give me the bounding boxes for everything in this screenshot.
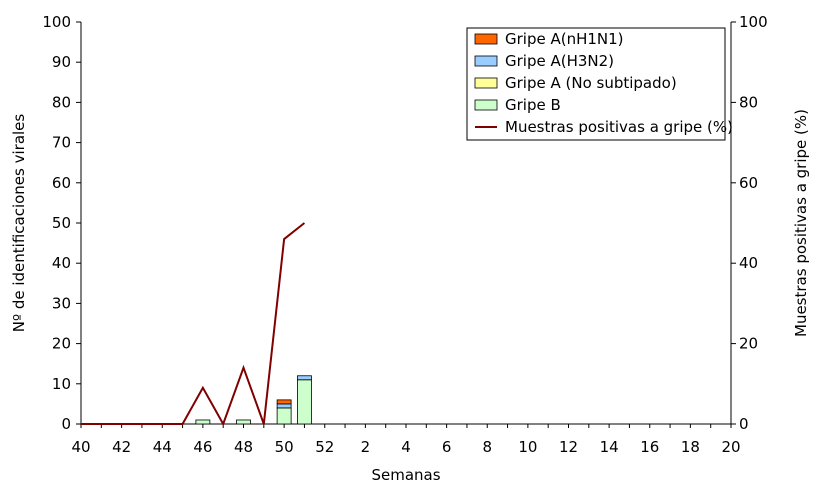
legend-box [466, 27, 726, 141]
x-axis-tick-label: 18 [681, 438, 700, 456]
x-axis-tick-label: 16 [640, 438, 659, 456]
bar-segment [195, 419, 211, 425]
right-axis-title: Muestras positivas a gripe (%) [792, 109, 810, 337]
right-axis-tick-label: 60 [739, 174, 758, 192]
x-axis-tick-label: 12 [559, 438, 578, 456]
left-axis-tick-label: 70 [52, 134, 71, 152]
right-axis-tick-label: 80 [739, 93, 758, 111]
left-axis-tick-label: 100 [42, 13, 71, 31]
legend-label: Gripe B [505, 96, 561, 114]
legend-label: Gripe A (No subtipado) [505, 74, 677, 92]
left-axis-tick-label: 0 [61, 415, 71, 433]
x-axis-tick-label: 6 [442, 438, 452, 456]
x-axis-tick-label: 48 [234, 438, 253, 456]
right-axis-tick-label: 20 [739, 335, 758, 353]
legend-swatch [474, 33, 498, 45]
legend-swatch [474, 99, 498, 111]
bar-segment [276, 407, 292, 425]
x-axis-tick-label: 50 [275, 438, 294, 456]
bar-segment [297, 379, 312, 425]
bar-segment [276, 399, 292, 405]
left-axis-tick-label: 90 [52, 53, 71, 71]
legend-swatch [474, 55, 498, 67]
left-axis-tick-label: 50 [52, 214, 71, 232]
x-axis-tick-label: 52 [315, 438, 334, 456]
x-axis-tick-label: 10 [518, 438, 537, 456]
left-axis-tick-label: 60 [52, 174, 71, 192]
x-axis-tick-label: 4 [401, 438, 411, 456]
left-axis-tick-label: 80 [52, 93, 71, 111]
right-axis-tick-label: 0 [739, 415, 749, 433]
x-axis-tick-label: 2 [361, 438, 371, 456]
line-series-positivas [81, 222, 306, 427]
left-axis-tick-label: 20 [52, 335, 71, 353]
x-axis-tick-label: 14 [600, 438, 619, 456]
legend-label: Muestras positivas a gripe (%) [505, 118, 733, 136]
right-axis-tick-label: 100 [739, 13, 768, 31]
x-axis-title: Semanas [371, 466, 440, 484]
left-axis-tick-label: 10 [52, 375, 71, 393]
x-axis-tick-label: 42 [112, 438, 131, 456]
left-axis-title: Nº de identificaciones virales [10, 114, 28, 333]
left-axis-tick-label: 40 [52, 254, 71, 272]
legend-label: Gripe A(H3N2) [505, 52, 614, 70]
legend-label: Gripe A(nH1N1) [505, 30, 624, 48]
x-axis-tick-label: 20 [721, 438, 740, 456]
bar-segment [297, 375, 312, 381]
right-axis-tick-label: 40 [739, 254, 758, 272]
legend-swatch [474, 77, 498, 89]
bar-segment [236, 419, 251, 425]
x-axis-tick-label: 44 [153, 438, 172, 456]
x-axis-tick-label: 40 [71, 438, 90, 456]
x-axis-tick-label: 8 [482, 438, 492, 456]
left-axis-tick-label: 30 [52, 294, 71, 312]
bar-segment [276, 403, 292, 409]
x-axis-tick-label: 46 [193, 438, 212, 456]
